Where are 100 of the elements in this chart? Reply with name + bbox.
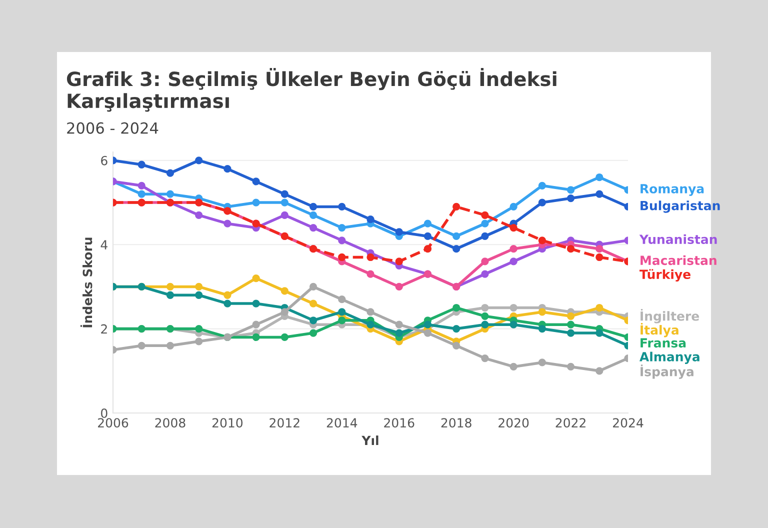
series-label: İngiltere xyxy=(640,309,699,324)
point xyxy=(424,245,432,253)
point xyxy=(538,308,546,316)
point xyxy=(252,178,260,186)
point xyxy=(366,308,374,316)
point xyxy=(481,354,489,362)
point xyxy=(566,362,575,371)
point xyxy=(280,198,288,206)
point xyxy=(424,329,432,337)
point xyxy=(338,202,346,211)
x-tick-label: 2012 xyxy=(270,418,300,428)
point xyxy=(309,202,318,211)
point xyxy=(252,300,260,308)
point xyxy=(309,211,318,219)
series-label: Almanya xyxy=(640,352,700,364)
point xyxy=(452,304,460,312)
point xyxy=(596,367,604,375)
point xyxy=(338,236,346,244)
series-label: Fransa xyxy=(640,338,686,348)
point xyxy=(596,329,604,337)
point xyxy=(224,165,232,173)
point xyxy=(309,224,318,232)
point xyxy=(166,190,174,198)
point xyxy=(424,232,432,240)
point xyxy=(510,362,518,371)
y-tick-label: 2 xyxy=(101,324,107,334)
point xyxy=(252,274,260,282)
point xyxy=(338,253,346,262)
point xyxy=(481,312,489,320)
point xyxy=(138,160,146,168)
point xyxy=(195,291,203,299)
point xyxy=(538,236,546,244)
series-label: İspanya xyxy=(640,364,694,379)
point xyxy=(280,190,288,198)
point xyxy=(481,304,489,312)
point xyxy=(538,324,546,333)
point xyxy=(452,232,460,240)
point xyxy=(566,245,575,253)
x-tick-label: 2014 xyxy=(326,418,358,428)
point xyxy=(481,232,489,240)
point xyxy=(452,324,460,333)
point xyxy=(195,324,203,333)
point xyxy=(252,320,260,328)
point xyxy=(338,316,346,324)
point xyxy=(452,342,460,350)
point xyxy=(596,253,604,262)
point xyxy=(510,245,518,253)
point xyxy=(510,202,518,211)
point xyxy=(280,333,288,342)
point xyxy=(596,245,604,253)
series-label: Türkiye xyxy=(640,269,690,282)
x-axis-title: Yıl xyxy=(362,436,378,446)
point xyxy=(309,316,318,324)
point xyxy=(366,253,374,262)
point xyxy=(395,329,403,337)
point xyxy=(166,282,174,291)
point xyxy=(195,338,203,346)
point xyxy=(338,224,346,232)
point xyxy=(481,211,489,219)
series-label: İtalya xyxy=(640,322,678,338)
point xyxy=(252,333,260,342)
point xyxy=(481,320,489,328)
point xyxy=(224,220,232,228)
point xyxy=(481,258,489,266)
point xyxy=(366,270,374,278)
point xyxy=(395,228,403,236)
point xyxy=(452,245,460,253)
point xyxy=(596,190,604,198)
point xyxy=(309,329,318,337)
point xyxy=(481,220,489,228)
x-tick-label: 2024 xyxy=(613,418,644,428)
point xyxy=(252,198,260,206)
point xyxy=(566,312,575,320)
point xyxy=(596,173,604,182)
point xyxy=(538,182,546,190)
point xyxy=(510,304,518,312)
point xyxy=(395,320,403,328)
point xyxy=(395,258,403,266)
point xyxy=(309,282,318,291)
point xyxy=(596,304,604,312)
point xyxy=(538,358,546,366)
y-tick-label: 4 xyxy=(100,240,108,250)
y-axis-title: İndeks Skoru xyxy=(80,238,92,328)
series-label: Bulgaristan xyxy=(640,200,720,213)
point xyxy=(424,220,432,228)
y-tick-label: 0 xyxy=(101,408,108,418)
x-tick-label: 2016 xyxy=(384,418,414,428)
x-tick-label: 2008 xyxy=(155,418,186,428)
point xyxy=(566,186,575,194)
y-tick-label: 6 xyxy=(101,156,108,166)
point xyxy=(166,169,174,177)
x-tick-label: 2020 xyxy=(498,418,529,428)
series-label: Yunanistan xyxy=(639,234,717,244)
point xyxy=(481,270,489,278)
point xyxy=(138,342,146,350)
point xyxy=(138,190,146,198)
point xyxy=(224,291,232,299)
point xyxy=(195,211,203,219)
point xyxy=(138,182,146,190)
point xyxy=(566,194,575,202)
